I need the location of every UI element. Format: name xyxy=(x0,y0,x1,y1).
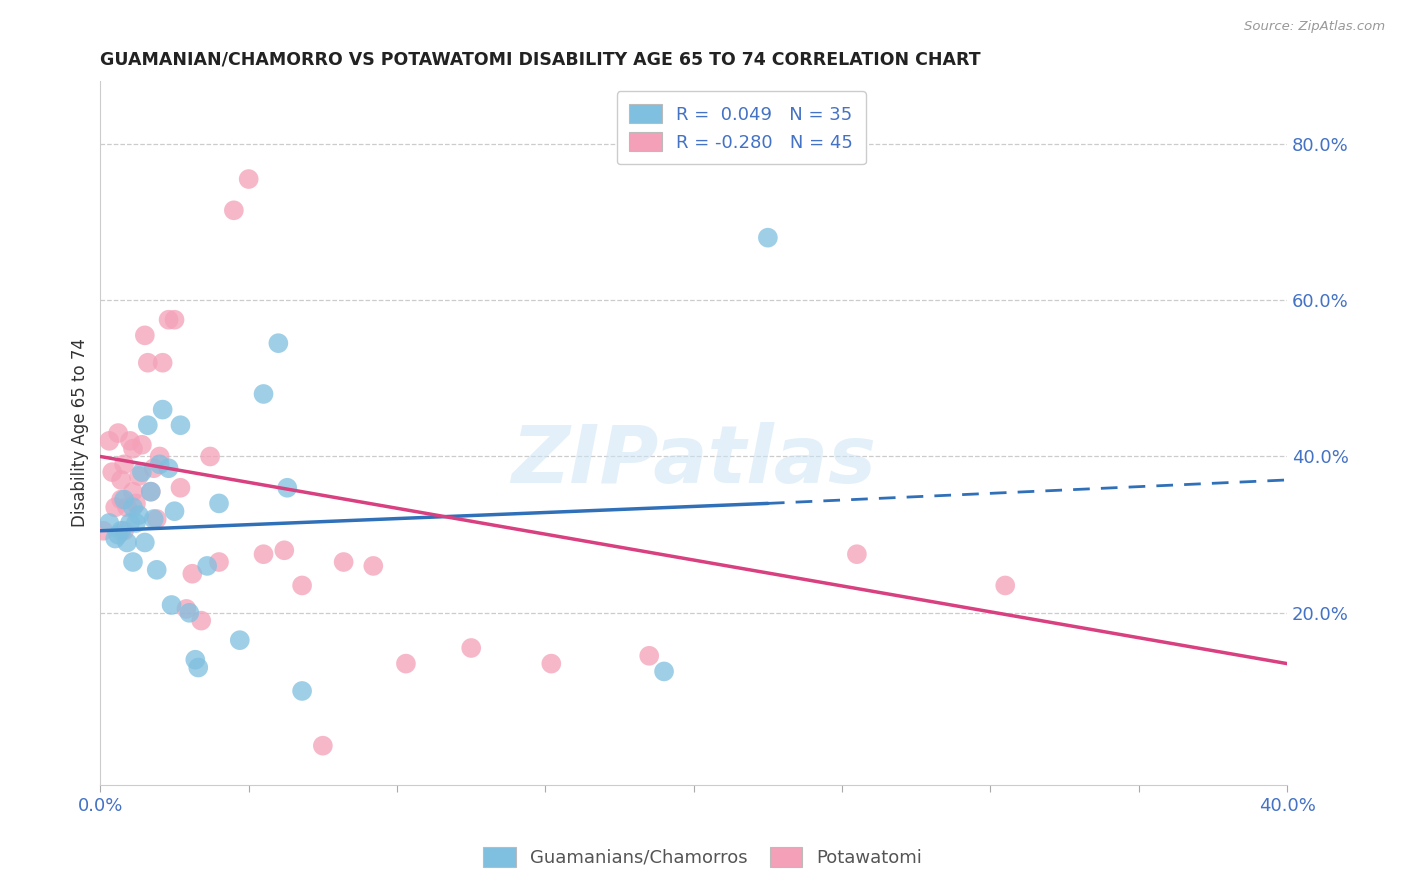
Point xyxy=(131,438,153,452)
Point xyxy=(142,512,165,526)
Point xyxy=(134,535,156,549)
Point xyxy=(395,657,418,671)
Point xyxy=(540,657,562,671)
Point xyxy=(112,492,135,507)
Point xyxy=(136,356,159,370)
Point xyxy=(134,328,156,343)
Point xyxy=(131,465,153,479)
Point xyxy=(222,203,245,218)
Point xyxy=(91,524,114,538)
Point xyxy=(139,484,162,499)
Point xyxy=(110,492,132,507)
Point xyxy=(252,387,274,401)
Point xyxy=(291,578,314,592)
Point xyxy=(110,473,132,487)
Point xyxy=(332,555,354,569)
Point xyxy=(208,496,231,510)
Point xyxy=(104,500,127,515)
Point xyxy=(276,481,298,495)
Point xyxy=(179,606,201,620)
Point xyxy=(312,739,335,753)
Point xyxy=(208,555,231,569)
Point xyxy=(122,484,145,499)
Point xyxy=(149,450,172,464)
Point xyxy=(163,504,186,518)
Point xyxy=(845,547,868,561)
Point xyxy=(112,524,135,538)
Point xyxy=(252,547,274,561)
Point xyxy=(145,563,167,577)
Point xyxy=(142,461,165,475)
Point xyxy=(152,356,174,370)
Point xyxy=(98,516,121,530)
Point xyxy=(169,481,191,495)
Text: ZIPatlas: ZIPatlas xyxy=(512,422,876,500)
Point xyxy=(160,598,183,612)
Point xyxy=(157,461,180,475)
Point xyxy=(198,450,221,464)
Point xyxy=(291,684,314,698)
Point xyxy=(195,558,218,573)
Point xyxy=(115,535,138,549)
Point xyxy=(128,469,150,483)
Y-axis label: Disability Age 65 to 74: Disability Age 65 to 74 xyxy=(72,339,89,527)
Text: GUAMANIAN/CHAMORRO VS POTAWATOMI DISABILITY AGE 65 TO 74 CORRELATION CHART: GUAMANIAN/CHAMORRO VS POTAWATOMI DISABIL… xyxy=(100,51,981,69)
Legend: R =  0.049   N = 35, R = -0.280   N = 45: R = 0.049 N = 35, R = -0.280 N = 45 xyxy=(617,91,866,164)
Point xyxy=(652,665,675,679)
Point xyxy=(112,458,135,472)
Point xyxy=(145,512,167,526)
Point xyxy=(139,484,162,499)
Point xyxy=(122,442,145,456)
Text: Source: ZipAtlas.com: Source: ZipAtlas.com xyxy=(1244,20,1385,33)
Point xyxy=(460,640,482,655)
Point xyxy=(184,653,207,667)
Point xyxy=(163,312,186,326)
Point xyxy=(238,172,260,186)
Point xyxy=(149,458,172,472)
Point xyxy=(128,508,150,522)
Point xyxy=(176,602,198,616)
Point xyxy=(363,558,385,573)
Point xyxy=(190,614,212,628)
Point xyxy=(181,566,204,581)
Legend: Guamanians/Chamorros, Potawatomi: Guamanians/Chamorros, Potawatomi xyxy=(474,838,932,876)
Point xyxy=(152,402,174,417)
Point xyxy=(994,578,1017,592)
Point xyxy=(756,230,779,244)
Point xyxy=(107,425,129,440)
Point xyxy=(187,660,209,674)
Point xyxy=(115,500,138,515)
Point xyxy=(118,434,141,448)
Point xyxy=(118,516,141,530)
Point xyxy=(110,524,132,538)
Point xyxy=(107,527,129,541)
Point xyxy=(157,312,180,326)
Point xyxy=(169,418,191,433)
Point xyxy=(638,648,661,663)
Point xyxy=(136,418,159,433)
Point xyxy=(267,336,290,351)
Point xyxy=(229,633,252,648)
Point xyxy=(104,532,127,546)
Point xyxy=(125,516,148,530)
Point xyxy=(125,496,148,510)
Point xyxy=(98,434,121,448)
Point xyxy=(122,500,145,515)
Point xyxy=(273,543,295,558)
Point xyxy=(122,555,145,569)
Point xyxy=(101,465,124,479)
